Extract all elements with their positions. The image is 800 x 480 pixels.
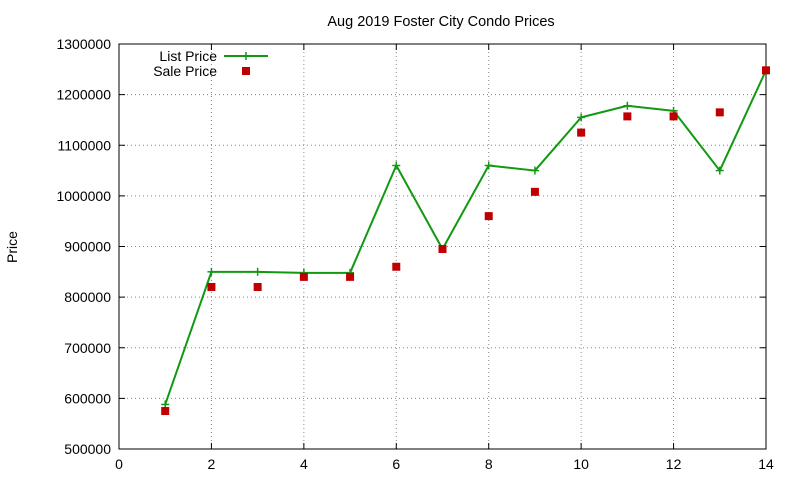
list-price-point xyxy=(253,267,262,276)
list-price-point xyxy=(484,161,493,170)
sale-price-point xyxy=(438,245,447,254)
x-tick-label: 0 xyxy=(115,456,123,472)
y-tick-label: 1200000 xyxy=(56,87,111,103)
chart-title: Aug 2019 Foster City Condo Prices xyxy=(327,14,554,30)
sale-price-point xyxy=(715,108,724,117)
y-tick-label: 800000 xyxy=(64,289,111,305)
series xyxy=(161,66,770,416)
legend-marker-list-price xyxy=(242,52,250,60)
legend-label-sale-price: Sale Price xyxy=(153,63,217,79)
sale-price-point xyxy=(207,283,216,291)
y-tick-label: 700000 xyxy=(64,340,111,356)
y-tick-label: 900000 xyxy=(64,239,111,255)
sale-price-point xyxy=(346,272,355,281)
list-price-point xyxy=(530,166,539,175)
legend-sample-sale-price xyxy=(242,67,250,75)
x-tick-label: 8 xyxy=(485,456,493,472)
sale-price-point xyxy=(623,112,632,121)
list-price-point xyxy=(715,166,724,175)
x-tick-label: 6 xyxy=(392,456,400,472)
sale-price-point xyxy=(161,407,170,416)
x-tick-label: 12 xyxy=(666,456,682,472)
y-tick-label: 1000000 xyxy=(56,188,111,204)
plot-frame xyxy=(118,43,767,450)
y-axis-label: Price xyxy=(4,231,20,263)
sale-price-point xyxy=(669,112,678,121)
x-tick-label: 14 xyxy=(758,456,774,472)
list-price-point xyxy=(207,267,216,276)
y-tick-label: 1100000 xyxy=(58,137,112,153)
legend-sample-list-price xyxy=(224,52,268,60)
legend: List Price Sale Price xyxy=(153,48,268,79)
list-price-point xyxy=(623,101,632,110)
sale-price-point xyxy=(530,187,539,196)
y-tick-label: 600000 xyxy=(64,390,111,406)
x-tick-label: 10 xyxy=(573,456,589,472)
sale-price-point xyxy=(253,283,262,291)
x-tick-label: 4 xyxy=(300,456,308,472)
sale-price-point xyxy=(484,212,493,221)
legend-marker-sale-price xyxy=(242,67,250,75)
legend-label-list-price: List Price xyxy=(159,48,217,64)
sale-price-point xyxy=(577,128,586,137)
tick-labels: 0 2 4 6 8 10 12 14 500000 600000 700000 800000 90000… xyxy=(56,36,774,472)
list-price-point xyxy=(392,161,401,170)
sale-price-point xyxy=(299,272,308,281)
list-price-point xyxy=(577,113,586,122)
y-tick-label: 500000 xyxy=(64,441,111,457)
y-tick-label: 1300000 xyxy=(56,36,111,52)
sale-price-point xyxy=(392,262,401,271)
list-price-line xyxy=(164,69,767,405)
sale-price-point xyxy=(762,66,770,75)
x-tick-label: 2 xyxy=(208,456,216,472)
